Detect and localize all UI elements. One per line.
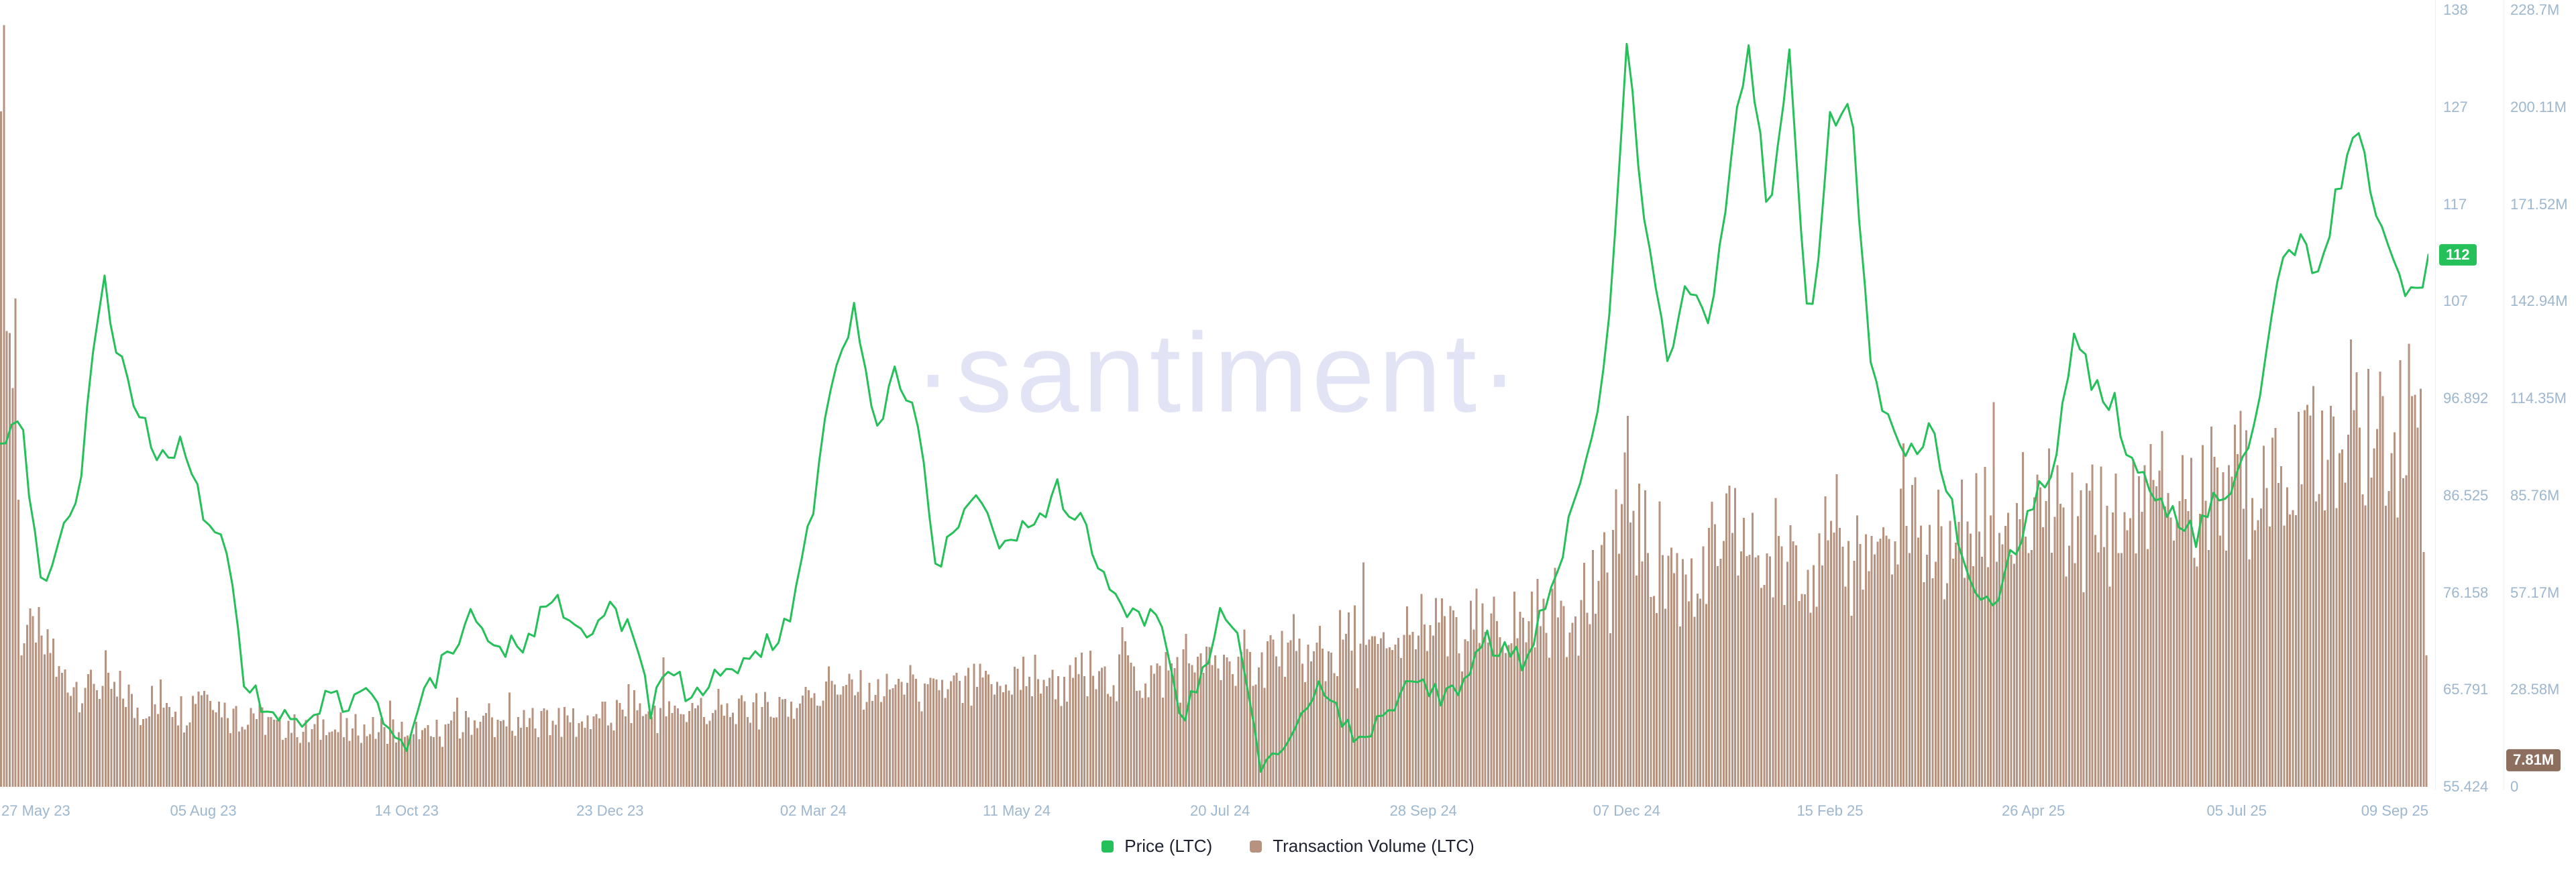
x-axis-tick: 28 Sep 24 bbox=[1389, 802, 1457, 819]
volume-axis-tick: 142.94M bbox=[2510, 292, 2568, 310]
x-axis-tick: 20 Jul 24 bbox=[1190, 802, 1250, 819]
price-axis-tick: 65.791 bbox=[2443, 681, 2489, 698]
price-axis-tick: 107 bbox=[2443, 292, 2468, 310]
x-axis-tick: 05 Jul 25 bbox=[2206, 802, 2267, 819]
x-axis-tick: 07 Dec 24 bbox=[1593, 802, 1661, 819]
legend: Price (LTC) Transaction Volume (LTC) bbox=[0, 836, 2576, 857]
volume-axis-tick: 114.35M bbox=[2510, 390, 2567, 406]
price-axis-separator bbox=[2435, 0, 2436, 790]
x-axis-tick: 02 Mar 24 bbox=[780, 802, 847, 819]
volume-axis-tick: 171.52M bbox=[2510, 195, 2568, 213]
legend-label: Price (LTC) bbox=[1124, 836, 1213, 856]
legend-swatch-icon bbox=[1102, 840, 1114, 853]
price-axis-tick: 76.158 bbox=[2443, 584, 2489, 601]
price-axis-tick: 86.525 bbox=[2443, 486, 2489, 504]
volume-axis-tick: 0 bbox=[2510, 778, 2519, 795]
x-axis-tick: 23 Dec 23 bbox=[576, 802, 644, 819]
volume-bars-series bbox=[0, 25, 2428, 787]
volume-axis-tick: 57.17M bbox=[2510, 584, 2560, 601]
volume-axis-tick: 200.11M bbox=[2510, 98, 2567, 115]
price-axis-tick: 55.424 bbox=[2443, 778, 2489, 795]
x-axis-tick: 14 Oct 23 bbox=[374, 802, 439, 819]
x-axis-tick: 11 May 24 bbox=[982, 802, 1051, 819]
price-axis-tick: 96.892 bbox=[2443, 390, 2489, 406]
price-axis-tick: 138 bbox=[2443, 1, 2468, 18]
price-line-series bbox=[0, 42, 2428, 773]
plot-svg bbox=[0, 25, 2428, 787]
legend-label: Transaction Volume (LTC) bbox=[1273, 836, 1474, 856]
volume-axis-tick: 28.58M bbox=[2510, 681, 2560, 698]
x-axis-tick: 27 May 23 bbox=[1, 802, 70, 819]
legend-item-price-ltc[interactable]: Price (LTC) bbox=[1102, 836, 1212, 857]
x-axis-tick: 09 Sep 25 bbox=[2361, 802, 2428, 819]
legend-swatch-icon bbox=[1250, 840, 1263, 853]
volume-axis-tick: 228.7M bbox=[2510, 1, 2560, 18]
volume-current-badge: 7.81M bbox=[2506, 749, 2561, 771]
x-axis-tick: 05 Aug 23 bbox=[170, 802, 237, 819]
legend-item-transaction-volume-ltc[interactable]: Transaction Volume (LTC) bbox=[1250, 836, 1474, 857]
volume-axis-tick: 85.76M bbox=[2510, 486, 2560, 504]
price-axis-tick: 117 bbox=[2443, 195, 2467, 213]
x-axis-tick: 26 Apr 25 bbox=[2002, 802, 2065, 819]
plot-area[interactable]: ·santiment· bbox=[0, 0, 2428, 872]
price-current-badge: 112 bbox=[2439, 243, 2477, 266]
price-axis-tick: 127 bbox=[2443, 98, 2468, 115]
x-axis-tick: 15 Feb 25 bbox=[1796, 802, 1864, 819]
